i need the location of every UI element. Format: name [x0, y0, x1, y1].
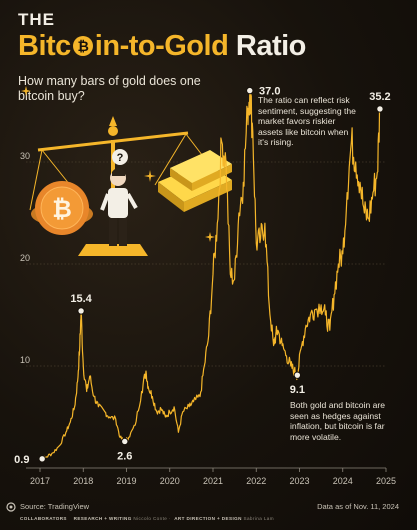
annotation-dot — [38, 455, 46, 463]
x-tick-label: 2017 — [30, 476, 50, 486]
svg-text:?: ? — [117, 152, 124, 164]
y-tick-label: 20 — [20, 253, 30, 263]
research-label: RESEARCH + WRITING — [73, 516, 132, 521]
trough-note: Both gold and bitcoin are seen as hedges… — [290, 400, 386, 442]
title-part-2: in-to-Gold — [94, 30, 229, 62]
collaborators-label: COLLABORATORS — [20, 516, 67, 521]
art-label: ART DIRECTION + DESIGN — [174, 516, 242, 521]
question-mark-icon: ? — [112, 149, 128, 165]
annotation-label: 37.0 — [259, 86, 280, 98]
y-tick-label: 10 — [20, 355, 30, 365]
y-tick-label: 30 — [20, 151, 30, 161]
title-part-3: Ratio — [235, 30, 307, 62]
subtitle: How many bars of gold does one bitcoin b… — [18, 74, 201, 103]
research-name: Niccolo Conte — [133, 516, 168, 521]
y-axis-labels: 10 20 30 — [20, 151, 30, 365]
source-text: Source: TradingView — [20, 502, 90, 511]
footer: Source: TradingView Data as of Nov. 11, … — [0, 496, 417, 530]
annotation-dot — [121, 437, 129, 446]
bitcoin-coin-icon: ₿ — [31, 181, 93, 235]
data-as-of: Data as of Nov. 11, 2024 — [317, 502, 399, 511]
x-tick-label: 2018 — [73, 476, 93, 486]
annotation-label: 2.6 — [117, 450, 132, 462]
annotation-label: 15.4 — [70, 293, 92, 305]
x-tick-label: 2022 — [246, 476, 266, 486]
person-illustration — [100, 168, 138, 246]
x-tick-label: 2020 — [160, 476, 180, 486]
svg-text:₿: ₿ — [77, 38, 88, 54]
annotation-dot — [293, 371, 302, 379]
annotation-dot — [77, 307, 85, 315]
annotation-dot — [246, 86, 254, 95]
page-title: Bitc ₿ in-to-Gold Ratio — [18, 30, 306, 63]
ratio-chart: ₿ ? — [14, 86, 396, 486]
x-tick-label: 2024 — [333, 476, 353, 486]
annotation-label: 0.9 — [14, 454, 29, 466]
peak-note: The ratio can reflect risk sentiment, su… — [258, 95, 356, 148]
annotation-label: 9.1 — [290, 384, 305, 396]
annotation-markers: 0.9 15.4 2.6 37.0 9.1 35.2 — [14, 86, 390, 466]
annotation-dot — [376, 105, 384, 113]
x-tick-label: 2023 — [289, 476, 309, 486]
source-logo-icon — [6, 502, 16, 512]
title-part-1: Bitc — [18, 30, 71, 62]
art-name: Sabrina Lam — [243, 516, 274, 521]
x-axis-labels: 2017 2018 2019 2020 2021 2022 2023 2024 2025 — [30, 468, 396, 486]
collaborators: COLLABORATORS RESEARCH + WRITING Niccolo… — [20, 516, 274, 521]
x-tick-label: 2025 — [376, 476, 396, 486]
title-eyebrow: THE — [18, 10, 55, 29]
sparkle-icon — [21, 86, 215, 242]
svg-text:₿: ₿ — [52, 196, 72, 223]
bitcoin-logo-icon: ₿ — [72, 36, 93, 56]
gold-bar-icon — [158, 150, 232, 212]
scale-illustration: ₿ ? — [21, 86, 232, 256]
annotation-label: 35.2 — [369, 91, 390, 103]
x-tick-label: 2019 — [116, 476, 136, 486]
x-tick-label: 2021 — [203, 476, 223, 486]
ratio-series-line — [39, 90, 381, 461]
ratio-line-layer — [39, 90, 381, 461]
